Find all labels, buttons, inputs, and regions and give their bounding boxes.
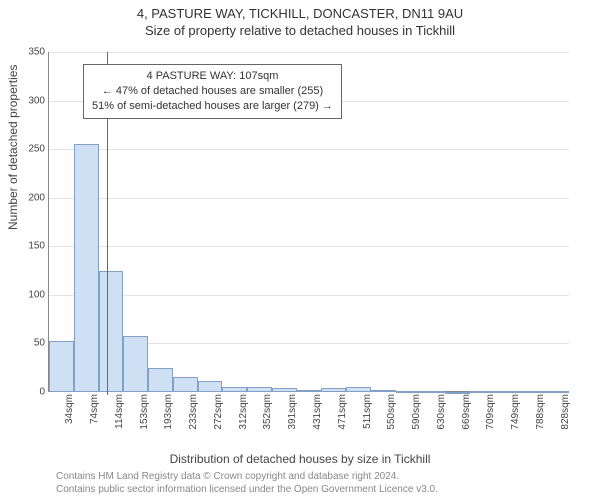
histogram-bar bbox=[49, 341, 74, 392]
y-tick-label: 350 bbox=[17, 47, 45, 58]
histogram-bar bbox=[346, 387, 371, 392]
x-axis-label: Distribution of detached houses by size … bbox=[0, 452, 600, 466]
x-tick-label: 233sqm bbox=[188, 394, 199, 430]
x-tick-label: 749sqm bbox=[510, 394, 521, 430]
x-tick-label: 550sqm bbox=[386, 394, 397, 430]
x-tick-label: 391sqm bbox=[287, 394, 298, 430]
histogram-bar bbox=[396, 391, 421, 392]
x-tick-label: 511sqm bbox=[362, 394, 373, 429]
histogram-bar bbox=[371, 390, 396, 392]
credits-line-2: Contains public sector information licen… bbox=[56, 484, 438, 497]
histogram-bar bbox=[272, 388, 297, 392]
x-tick-label: 34sqm bbox=[64, 394, 75, 424]
histogram-bar bbox=[495, 391, 520, 392]
x-tick-label: 630sqm bbox=[436, 394, 447, 430]
y-tick-label: 100 bbox=[17, 289, 45, 300]
x-tick-label: 193sqm bbox=[163, 394, 174, 430]
histogram-bar bbox=[148, 368, 173, 392]
annotation-line-1: 4 PASTURE WAY: 107sqm bbox=[92, 69, 333, 84]
x-tick-label: 114sqm bbox=[114, 394, 125, 429]
x-tick-label: 272sqm bbox=[213, 394, 224, 430]
annotation-line-2: ← 47% of detached houses are smaller (25… bbox=[92, 84, 333, 99]
histogram-bar bbox=[74, 144, 99, 392]
x-tick-label: 312sqm bbox=[238, 394, 249, 430]
histogram-bar bbox=[247, 387, 272, 392]
y-tick-label: 50 bbox=[17, 338, 45, 349]
credits: Contains HM Land Registry data © Crown c… bbox=[56, 471, 438, 496]
x-tick-label: 74sqm bbox=[89, 394, 100, 424]
chart-area: 050100150200250300350 4 PASTURE WAY: 107… bbox=[48, 52, 568, 392]
x-tick-label: 828sqm bbox=[560, 394, 571, 430]
x-tick-label: 709sqm bbox=[485, 394, 496, 430]
histogram-bar bbox=[544, 391, 569, 392]
histogram-bar bbox=[519, 391, 544, 392]
title-sub: Size of property relative to detached ho… bbox=[0, 23, 600, 38]
histogram-bar bbox=[173, 377, 198, 392]
plot-area: 050100150200250300350 4 PASTURE WAY: 107… bbox=[48, 52, 568, 392]
y-tick-label: 200 bbox=[17, 192, 45, 203]
histogram-bar bbox=[470, 391, 495, 392]
y-tick-label: 250 bbox=[17, 144, 45, 155]
x-tick-label: 471sqm bbox=[337, 394, 348, 430]
histogram-bar bbox=[297, 390, 322, 392]
y-tick-label: 300 bbox=[17, 95, 45, 106]
histogram-bar bbox=[99, 271, 124, 392]
credits-line-1: Contains HM Land Registry data © Crown c… bbox=[56, 471, 438, 484]
title-main: 4, PASTURE WAY, TICKHILL, DONCASTER, DN1… bbox=[0, 6, 600, 21]
x-tick-label: 669sqm bbox=[461, 394, 472, 430]
x-tick-label: 153sqm bbox=[139, 394, 150, 430]
histogram-bar bbox=[222, 387, 247, 392]
histogram-bar bbox=[198, 381, 223, 392]
x-tick-label: 352sqm bbox=[262, 394, 273, 430]
y-tick-label: 0 bbox=[17, 387, 45, 398]
x-tick-label: 590sqm bbox=[411, 394, 422, 430]
x-tick-label: 788sqm bbox=[535, 394, 546, 430]
annotation-box: 4 PASTURE WAY: 107sqm ← 47% of detached … bbox=[83, 64, 342, 119]
annotation-line-3: 51% of semi-detached houses are larger (… bbox=[92, 99, 333, 114]
x-tick-label: 431sqm bbox=[312, 394, 323, 430]
histogram-bar bbox=[321, 388, 346, 392]
x-ticks: 34sqm 74sqm 114sqm 153sqm 193sqm 233sqm 272sqm… bbox=[48, 394, 568, 452]
y-tick-label: 150 bbox=[17, 241, 45, 252]
histogram-bar bbox=[123, 336, 148, 392]
histogram-bar bbox=[420, 391, 445, 392]
